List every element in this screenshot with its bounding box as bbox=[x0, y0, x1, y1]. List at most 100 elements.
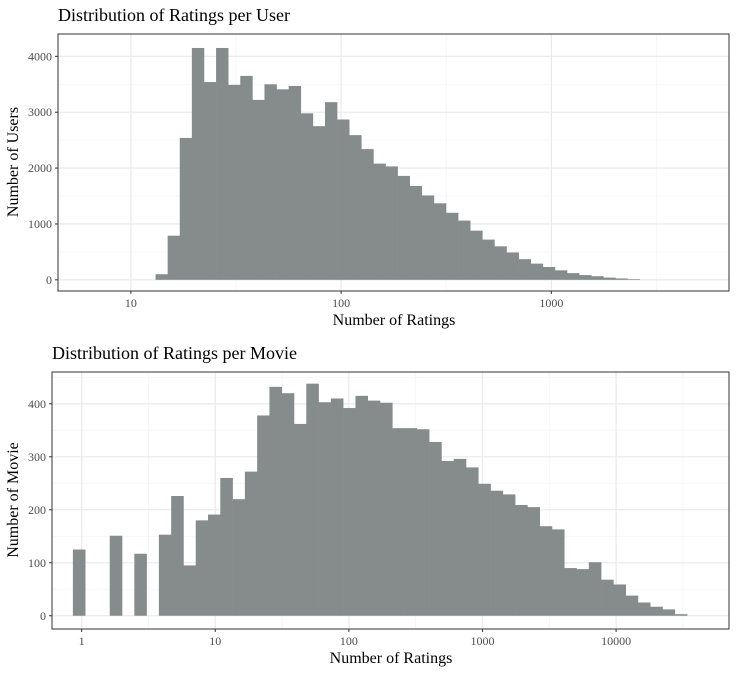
histogram-bar bbox=[404, 428, 418, 616]
histogram-bar bbox=[397, 175, 410, 280]
y-tick-label: 2000 bbox=[28, 161, 52, 175]
y-tick-label: 3000 bbox=[28, 105, 52, 119]
histogram-bar bbox=[312, 126, 326, 280]
histogram-bar bbox=[195, 520, 209, 616]
y-axis-label: Number of Users bbox=[5, 106, 22, 218]
histogram-bar bbox=[361, 149, 374, 280]
histogram-bar bbox=[530, 263, 544, 280]
histogram-bar bbox=[591, 276, 604, 280]
x-tick-label: 10 bbox=[209, 634, 221, 648]
y-tick-label: 0 bbox=[40, 609, 46, 623]
histogram-bar bbox=[264, 84, 277, 280]
histogram-bar bbox=[294, 423, 307, 616]
histogram-bar bbox=[441, 461, 454, 616]
histogram-bar bbox=[337, 119, 350, 280]
histogram-bar bbox=[167, 235, 181, 280]
chart-title: Distribution of Ratings per User bbox=[58, 5, 290, 25]
histogram-bar bbox=[527, 507, 540, 616]
histogram-bar bbox=[330, 398, 344, 616]
x-tick-label: 1000 bbox=[470, 634, 494, 648]
histogram-bar bbox=[539, 526, 553, 616]
x-axis-label: Number of Ratings bbox=[332, 312, 456, 329]
histogram-bar bbox=[445, 212, 459, 280]
histogram-bar bbox=[232, 499, 246, 616]
histogram-bar bbox=[324, 102, 338, 280]
y-tick-label: 4000 bbox=[28, 49, 52, 63]
histogram-bar bbox=[392, 428, 405, 616]
histogram-bar bbox=[478, 483, 491, 616]
x-axis-label: Number of Ratings bbox=[329, 650, 453, 667]
histogram-bar bbox=[355, 395, 369, 616]
histogram-bar bbox=[257, 415, 270, 616]
histogram-bar bbox=[244, 471, 258, 616]
histogram-bar bbox=[518, 259, 532, 280]
y-tick-label: 1000 bbox=[28, 217, 52, 231]
histogram-bar bbox=[588, 562, 602, 616]
x-tick-label: 1 bbox=[79, 634, 85, 648]
histogram-bar bbox=[674, 614, 688, 616]
panel-border bbox=[51, 371, 730, 630]
histogram-bar bbox=[515, 505, 528, 616]
panel-border bbox=[57, 33, 730, 292]
histogram-bar bbox=[134, 553, 147, 616]
histogram-bar bbox=[625, 595, 639, 616]
y-axis-label: Number of Movie bbox=[5, 442, 22, 558]
histogram-bar bbox=[183, 565, 197, 616]
histogram-bar bbox=[613, 584, 626, 616]
histogram-bar bbox=[208, 514, 221, 616]
histogram-bar bbox=[171, 495, 184, 616]
histogram-bar bbox=[421, 195, 435, 280]
histogram-bar bbox=[650, 606, 663, 616]
x-tick-label: 10000 bbox=[601, 634, 631, 648]
y-tick-label: 200 bbox=[28, 503, 46, 517]
histogram-bar bbox=[551, 529, 565, 616]
y-tick-label: 100 bbox=[28, 556, 46, 570]
histogram-bar bbox=[300, 113, 314, 280]
histogram-bar bbox=[601, 579, 614, 616]
chart-title: Distribution of Ratings per Movie bbox=[52, 343, 297, 363]
histogram-bar bbox=[564, 568, 577, 616]
histogram-bar bbox=[409, 185, 423, 280]
histogram-bar bbox=[603, 277, 616, 280]
histogram-bar bbox=[318, 402, 332, 616]
histogram-bar bbox=[203, 82, 217, 280]
histogram-bar bbox=[220, 477, 233, 616]
x-tick-label: 100 bbox=[340, 634, 358, 648]
histogram-bar bbox=[269, 386, 283, 616]
histogram-bar bbox=[567, 273, 580, 280]
histogram-bar bbox=[502, 494, 516, 616]
histogram-bar bbox=[542, 266, 556, 280]
histogram-bar bbox=[228, 84, 241, 280]
histogram-bar bbox=[379, 402, 393, 616]
histogram-bar bbox=[482, 239, 495, 280]
x-tick-label: 10 bbox=[125, 296, 137, 310]
plot-area: 0 1000 2000 3000 4000 10 100 1000 bbox=[28, 33, 730, 310]
histogram-bar bbox=[281, 393, 295, 616]
histogram-bar bbox=[490, 490, 504, 616]
histogram-bar bbox=[465, 467, 479, 616]
histogram-bar bbox=[627, 279, 640, 280]
histogram-bar bbox=[385, 166, 398, 280]
plot-area: 0 100 200 300 400 1 10 100 1000 10000 bbox=[28, 371, 730, 648]
histogram-bar bbox=[637, 602, 651, 616]
histogram-bar bbox=[216, 47, 229, 280]
histogram-bar bbox=[349, 135, 362, 280]
histogram-bar bbox=[179, 137, 193, 280]
histogram-bar bbox=[554, 270, 568, 280]
histogram-bar bbox=[615, 278, 628, 280]
histogram-bar bbox=[579, 275, 592, 280]
histogram-bar bbox=[506, 252, 519, 280]
histogram-bar bbox=[576, 569, 590, 616]
histogram-bar bbox=[429, 441, 442, 616]
y-tick-label: 300 bbox=[28, 450, 46, 464]
x-tick-label: 1000 bbox=[539, 296, 563, 310]
histogram-bar bbox=[367, 400, 381, 616]
x-tick-label: 100 bbox=[332, 296, 350, 310]
ratings-per-movie-chart: Distribution of Ratings per Movie 0 100 20… bbox=[0, 338, 739, 676]
histogram-bar bbox=[343, 408, 356, 616]
histogram-bar bbox=[662, 609, 676, 616]
histogram-bar bbox=[240, 75, 253, 280]
histogram-bar bbox=[453, 458, 467, 616]
histogram-bar bbox=[470, 230, 483, 280]
histogram-bar bbox=[494, 246, 507, 280]
